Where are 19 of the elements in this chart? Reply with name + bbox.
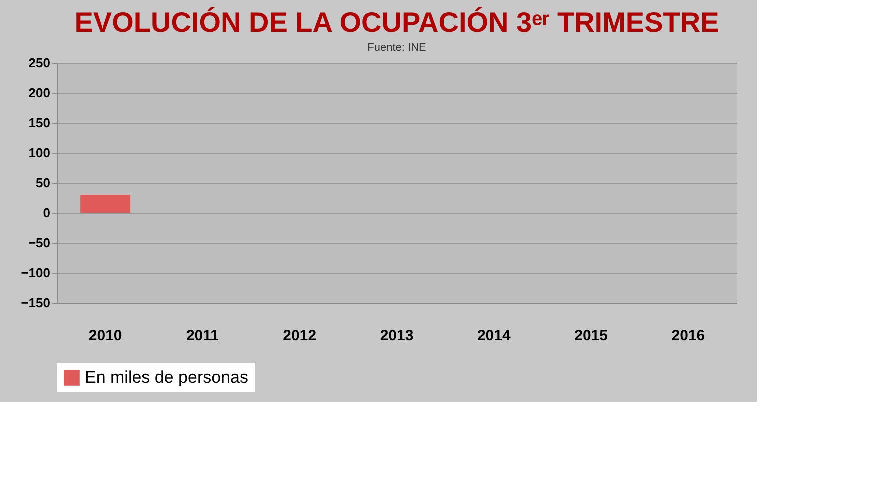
y-tick-label: 150 — [28, 116, 50, 130]
x-tick-label: 2016 — [672, 328, 706, 344]
source-note: Fuente: INE — [368, 42, 426, 54]
y-tick-label: −150 — [21, 296, 50, 310]
y-tick-label: 250 — [28, 56, 50, 70]
y-tick-label: 0 — [43, 206, 50, 220]
legend-label: En miles de personas — [85, 368, 248, 387]
x-tick-label: 2011 — [186, 328, 219, 344]
x-tick-label: 2013 — [380, 328, 414, 344]
x-tick-label: 2010 — [88, 328, 122, 344]
chart-title: EVOLUCIÓN DE LA OCUPACIÓN 3ᵉʳ TRIMESTRE — [74, 7, 720, 38]
x-tick-label: 2012 — [283, 328, 317, 344]
x-tick-label: 2015 — [574, 328, 608, 344]
y-tick-label: −100 — [21, 266, 50, 280]
y-tick-label: 100 — [28, 146, 50, 160]
y-tick-label: 200 — [28, 86, 50, 100]
y-tick-label: 50 — [36, 176, 50, 190]
x-tick-label: 2014 — [477, 328, 512, 344]
y-tick-label: −50 — [28, 236, 50, 250]
